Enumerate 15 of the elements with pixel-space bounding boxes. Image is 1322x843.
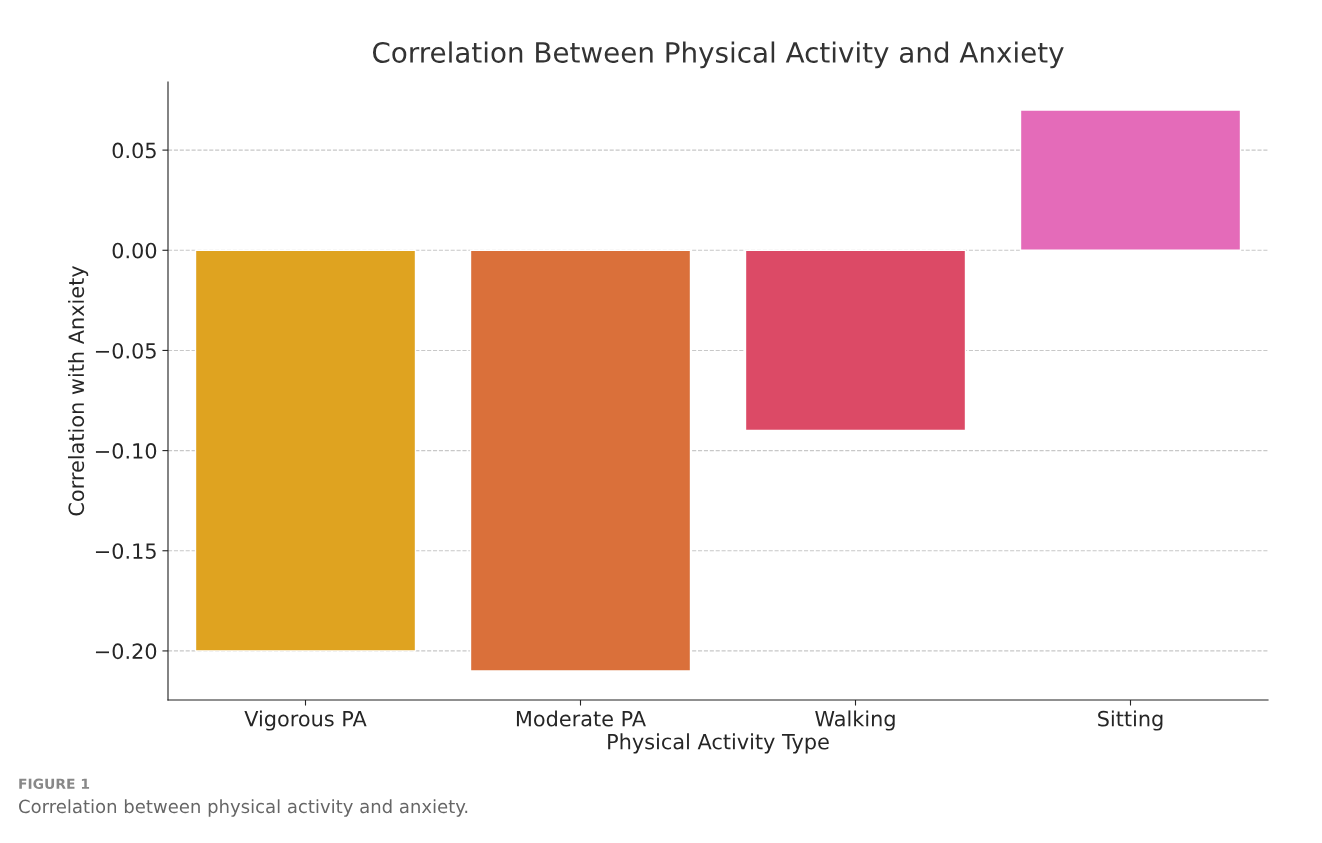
y-tick-label: −0.05 — [95, 342, 156, 359]
y-tick-label: 0.00 — [112, 242, 157, 259]
y-tick-label: −0.15 — [95, 543, 156, 559]
y-tick-label: 0.05 — [112, 142, 156, 159]
x-tick-label: Moderate PA — [516, 710, 646, 727]
text: Correlation between physical activity and anxiety. — [19, 799, 468, 817]
chart-title: Correlation Between Physical Activity and Anxiety — [372, 41, 1064, 69]
x-tick-label: Sitting — [1098, 710, 1163, 731]
x-tick-label: Walking — [815, 710, 895, 731]
y-tick-label: −0.20 — [95, 643, 157, 660]
x-tick-label: Vigorous PA — [244, 710, 367, 731]
x-axis-title: Physical Activity Type — [608, 733, 829, 754]
y-axis-title: Correlation with Anxiety — [68, 266, 89, 516]
caption: FIGURE 1 — [19, 778, 90, 790]
y-tick-label: −0.10 — [95, 443, 157, 459]
